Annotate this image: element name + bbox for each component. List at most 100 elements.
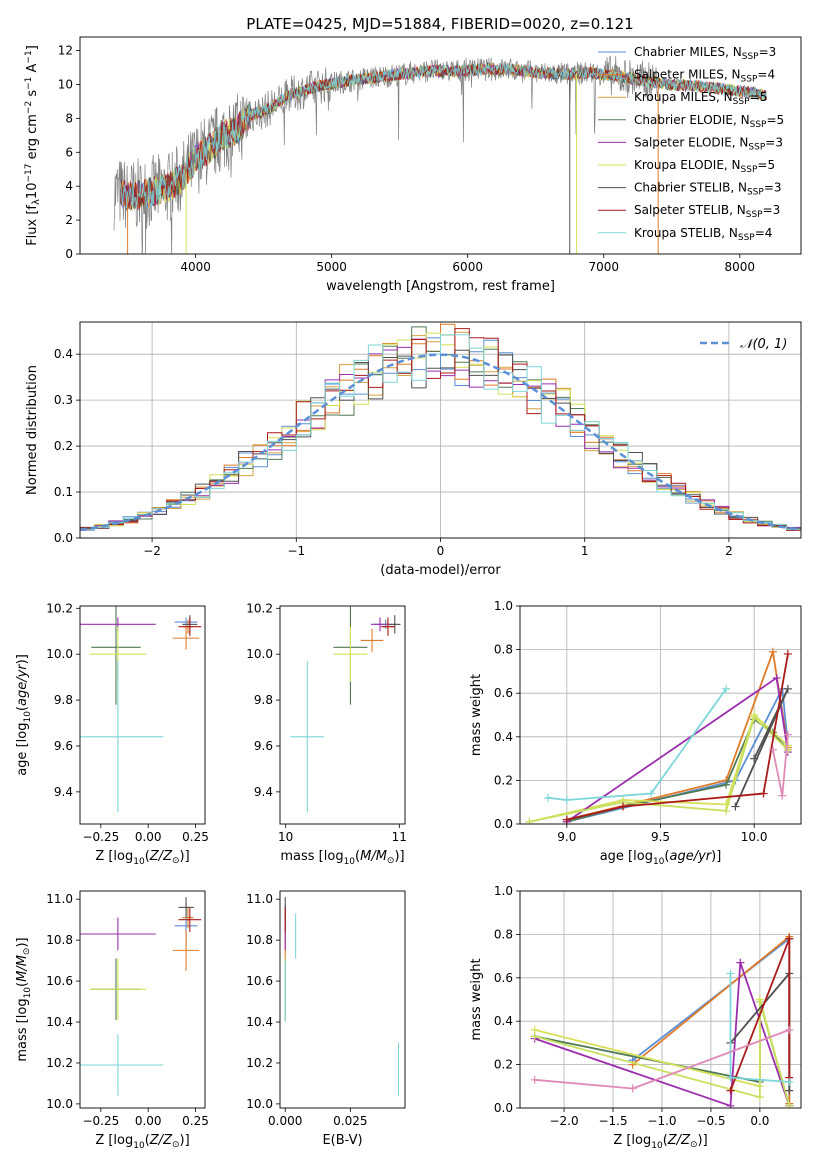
plot-area xyxy=(113,55,767,254)
panel-weight-vs-age: 9.0 9.5 10.0 0.0 0.2 0.4 0.6 0.8 1.0 age [log10(a… xyxy=(469,599,802,867)
weight-series-5 xyxy=(529,715,789,823)
y-tick-label: 0 xyxy=(65,247,73,261)
y-tick-label: 11.0 xyxy=(246,892,273,906)
panel-mass-vs-z: −0.25 0.00 0.25 10.0 10.2 10.4 10.6 10.8 11.0 Z [… xyxy=(15,890,209,1151)
y-tick-label: 10.8 xyxy=(246,933,273,947)
x-tick-label: 7000 xyxy=(588,260,619,274)
weight-marker xyxy=(628,1084,637,1093)
y-tick-label: 10.6 xyxy=(246,974,273,988)
x-tick-label: 10 xyxy=(278,830,293,844)
y-tick-label: 10.4 xyxy=(46,1015,73,1029)
weight-marker xyxy=(755,1093,764,1102)
panel-age-vs-z: −0.25 0.00 0.25 9.4 9.6 9.8 10.0 10.2 Z [log10(Z… xyxy=(15,601,209,867)
x-axis-label: Z [log10(Z/Z⊙)] xyxy=(95,849,189,867)
weight-marker xyxy=(726,1073,735,1082)
weight-marker xyxy=(772,673,781,682)
weight-marker xyxy=(750,754,759,763)
y-tick-label: 9.6 xyxy=(54,739,73,753)
y-axis-label: Normed distribution xyxy=(25,365,40,495)
weight-marker xyxy=(530,1032,539,1041)
figure-title: PLATE=0425, MJD=51884, FIBERID=0020, z=0… xyxy=(246,15,633,33)
weight-marker xyxy=(755,997,764,1006)
weight-marker xyxy=(726,969,735,978)
x-tick-label: 8000 xyxy=(725,260,756,274)
weight-marker xyxy=(726,1101,735,1108)
x-tick-label: −2 xyxy=(143,544,161,558)
y-tick-label: 2 xyxy=(65,213,73,227)
plot-area xyxy=(530,932,794,1108)
legend-entry: Salpeter MILES, NSSP=4 xyxy=(634,68,775,85)
weight-series-8 xyxy=(547,688,727,801)
weight-marker xyxy=(525,817,534,824)
y-tick-label: 0.0 xyxy=(494,817,513,831)
weight-marker xyxy=(750,713,759,722)
axes-frame xyxy=(279,890,406,1109)
x-axis-label: mass [log10(M/M⊙)] xyxy=(280,849,404,867)
y-tick-label: 10.2 xyxy=(46,601,73,615)
x-axis-label: (data-model)/error xyxy=(380,563,501,578)
weight-marker xyxy=(785,1086,794,1095)
y-axis-label: mass [log10(M/M⊙)] xyxy=(15,937,33,1061)
weight-marker xyxy=(722,684,731,693)
weight-series-5 xyxy=(534,1001,791,1107)
y-tick-label: 9.4 xyxy=(54,785,73,799)
legend-entry: Kroupa STELIB, NSSP=4 xyxy=(634,226,772,243)
y-tick-label: 9.6 xyxy=(254,739,273,753)
y-tick-label: 10.2 xyxy=(46,1056,73,1070)
y-axis-label: age [log10(age/yr)] xyxy=(15,654,33,776)
weight-marker xyxy=(647,789,656,798)
plot-area xyxy=(80,323,801,532)
weight-marker xyxy=(759,789,768,798)
x-axis-label: Z [log10(Z/Z⊙)] xyxy=(613,1133,707,1151)
normal-curve xyxy=(80,353,801,532)
axes-frame xyxy=(79,890,206,1109)
x-tick-label: 9.0 xyxy=(557,830,576,844)
y-tick-label: 9.8 xyxy=(54,693,73,707)
panel-weight-vs-z: −2.0 −1.5 −1.0 −0.5 0.0 0.0 0.2 0.4 0.6 0.8 1.0 Z [… xyxy=(469,884,802,1151)
y-tick-label: 10 xyxy=(58,77,73,91)
x-tick-label: 4000 xyxy=(180,260,211,274)
weight-marker xyxy=(619,802,628,811)
plot-area xyxy=(80,897,202,1096)
x-tick-label: 9.5 xyxy=(651,830,670,844)
x-tick-label: 0.0 xyxy=(750,1114,769,1128)
y-tick-label: 10.2 xyxy=(246,601,273,615)
legend-entry: 𝒩(0, 1) xyxy=(740,337,787,352)
weight-marker xyxy=(785,1077,794,1086)
y-tick-label: 10.8 xyxy=(46,933,73,947)
y-tick-label: 0.2 xyxy=(494,1058,513,1072)
y-tick-label: 10.0 xyxy=(46,1097,73,1111)
y-tick-label: 0.6 xyxy=(494,971,513,985)
plot-area xyxy=(525,647,792,824)
y-tick-label: 0.6 xyxy=(494,686,513,700)
x-tick-label: −1.0 xyxy=(647,1114,676,1128)
x-tick-label: 0.00 xyxy=(135,830,162,844)
y-tick-label: 10.4 xyxy=(246,1015,273,1029)
y-tick-label: 4 xyxy=(65,179,73,193)
y-tick-label: 0.2 xyxy=(54,439,73,453)
panel-spectrum: 4000 5000 6000 7000 8000 0 2 4 6 8 10 12 wavelength … xyxy=(24,36,802,294)
weight-marker xyxy=(783,730,792,739)
legend-entry: Salpeter ELODIE, NSSP=3 xyxy=(634,135,783,152)
x-tick-label: −0.25 xyxy=(82,1114,119,1128)
weight-marker xyxy=(726,1086,735,1095)
legend-entry: Salpeter STELIB, NSSP=3 xyxy=(634,203,780,220)
x-axis-label: age [log10(age/yr)] xyxy=(600,849,722,867)
weight-series-4 xyxy=(534,962,791,1108)
legend-entry: Kroupa ELODIE, NSSP=5 xyxy=(634,158,775,175)
y-tick-label: 12 xyxy=(58,44,73,58)
y-tick-label: 0.1 xyxy=(54,485,73,499)
y-tick-label: 0.4 xyxy=(494,1014,513,1028)
x-tick-label: −0.25 xyxy=(82,830,119,844)
y-axis-label: mass weight xyxy=(469,958,484,1040)
axes-frame xyxy=(519,890,802,1109)
panel-mass-vs-ebv: 0.000 0.025 10.0 10.2 10.4 10.6 10.8 11.0 E(B-V) xyxy=(246,890,406,1148)
weight-marker xyxy=(731,802,740,811)
y-tick-label: 0.2 xyxy=(494,773,513,787)
axes-frame xyxy=(79,36,802,255)
weight-marker xyxy=(768,647,777,656)
x-tick-label: −1 xyxy=(287,544,305,558)
legend-entry: Kroupa MILES, NSSP=5 xyxy=(634,90,767,107)
x-axis-label: Z [log10(Z/Z⊙)] xyxy=(95,1133,189,1151)
